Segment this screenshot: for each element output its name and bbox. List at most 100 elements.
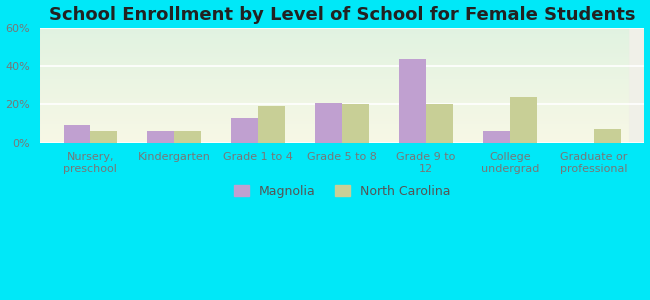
- Bar: [64, 125, 90, 143]
- Bar: [40, 133, 628, 134]
- Bar: [40, 31, 628, 32]
- Bar: [40, 106, 628, 107]
- Bar: [40, 130, 628, 131]
- Bar: [40, 58, 628, 59]
- Bar: [40, 69, 628, 70]
- Bar: [40, 75, 628, 76]
- Bar: [315, 103, 343, 143]
- Bar: [40, 35, 628, 37]
- Bar: [40, 61, 628, 62]
- Bar: [40, 29, 628, 30]
- Bar: [343, 104, 369, 143]
- Bar: [40, 32, 628, 33]
- Bar: [40, 110, 628, 111]
- Bar: [40, 95, 628, 96]
- Bar: [40, 48, 628, 49]
- Bar: [40, 109, 628, 110]
- Bar: [40, 62, 628, 63]
- Legend: Magnolia, North Carolina: Magnolia, North Carolina: [229, 180, 455, 203]
- Bar: [40, 132, 628, 133]
- Bar: [40, 117, 628, 118]
- Bar: [40, 85, 628, 86]
- Bar: [40, 76, 628, 77]
- Bar: [40, 108, 628, 109]
- Bar: [40, 113, 628, 114]
- Bar: [40, 118, 628, 119]
- Bar: [40, 49, 628, 50]
- Bar: [40, 107, 628, 108]
- Bar: [40, 52, 628, 53]
- Bar: [40, 84, 628, 85]
- Bar: [40, 134, 628, 135]
- Bar: [40, 124, 628, 125]
- Bar: [40, 63, 628, 64]
- Bar: [40, 45, 628, 46]
- Bar: [40, 83, 628, 84]
- Bar: [40, 114, 628, 115]
- Bar: [40, 96, 628, 97]
- Bar: [40, 86, 628, 87]
- Bar: [40, 105, 628, 106]
- Bar: [40, 39, 628, 40]
- Bar: [40, 68, 628, 69]
- Bar: [40, 42, 628, 43]
- Bar: [40, 34, 628, 35]
- Bar: [40, 91, 628, 92]
- Bar: [40, 72, 628, 73]
- Bar: [40, 99, 628, 100]
- Bar: [40, 40, 628, 41]
- Bar: [148, 131, 174, 143]
- Bar: [40, 125, 628, 126]
- Bar: [40, 78, 628, 79]
- Bar: [40, 104, 628, 105]
- Bar: [40, 67, 628, 68]
- Bar: [40, 65, 628, 66]
- Bar: [40, 33, 628, 34]
- Bar: [399, 58, 426, 143]
- Bar: [40, 88, 628, 89]
- Bar: [40, 120, 628, 121]
- Bar: [40, 44, 628, 45]
- Bar: [40, 89, 628, 90]
- Bar: [40, 79, 628, 80]
- Bar: [40, 30, 628, 31]
- Bar: [40, 37, 628, 38]
- Bar: [40, 135, 628, 136]
- Bar: [40, 55, 628, 56]
- Bar: [40, 57, 628, 58]
- Bar: [40, 74, 628, 75]
- Bar: [40, 116, 628, 117]
- Bar: [483, 131, 510, 143]
- Title: School Enrollment by Level of School for Female Students: School Enrollment by Level of School for…: [49, 6, 636, 24]
- Bar: [40, 53, 628, 54]
- Bar: [40, 47, 628, 48]
- Bar: [40, 82, 628, 83]
- Bar: [40, 100, 628, 102]
- Bar: [40, 80, 628, 82]
- Bar: [40, 56, 628, 57]
- Bar: [40, 92, 628, 93]
- Bar: [40, 51, 628, 52]
- Bar: [40, 141, 628, 142]
- Bar: [40, 50, 628, 51]
- Bar: [40, 38, 628, 39]
- Bar: [40, 129, 628, 130]
- Bar: [426, 104, 453, 143]
- Bar: [231, 118, 258, 143]
- Bar: [90, 131, 117, 143]
- Bar: [40, 128, 628, 129]
- Bar: [40, 112, 628, 113]
- Bar: [40, 90, 628, 91]
- Bar: [40, 115, 628, 116]
- Bar: [40, 123, 628, 124]
- Bar: [40, 97, 628, 98]
- Bar: [40, 122, 628, 123]
- Bar: [40, 73, 628, 74]
- Bar: [40, 70, 628, 71]
- Bar: [40, 102, 628, 103]
- Bar: [510, 97, 537, 143]
- Bar: [40, 82, 628, 83]
- Bar: [40, 93, 628, 94]
- Bar: [40, 41, 628, 42]
- Bar: [40, 64, 628, 65]
